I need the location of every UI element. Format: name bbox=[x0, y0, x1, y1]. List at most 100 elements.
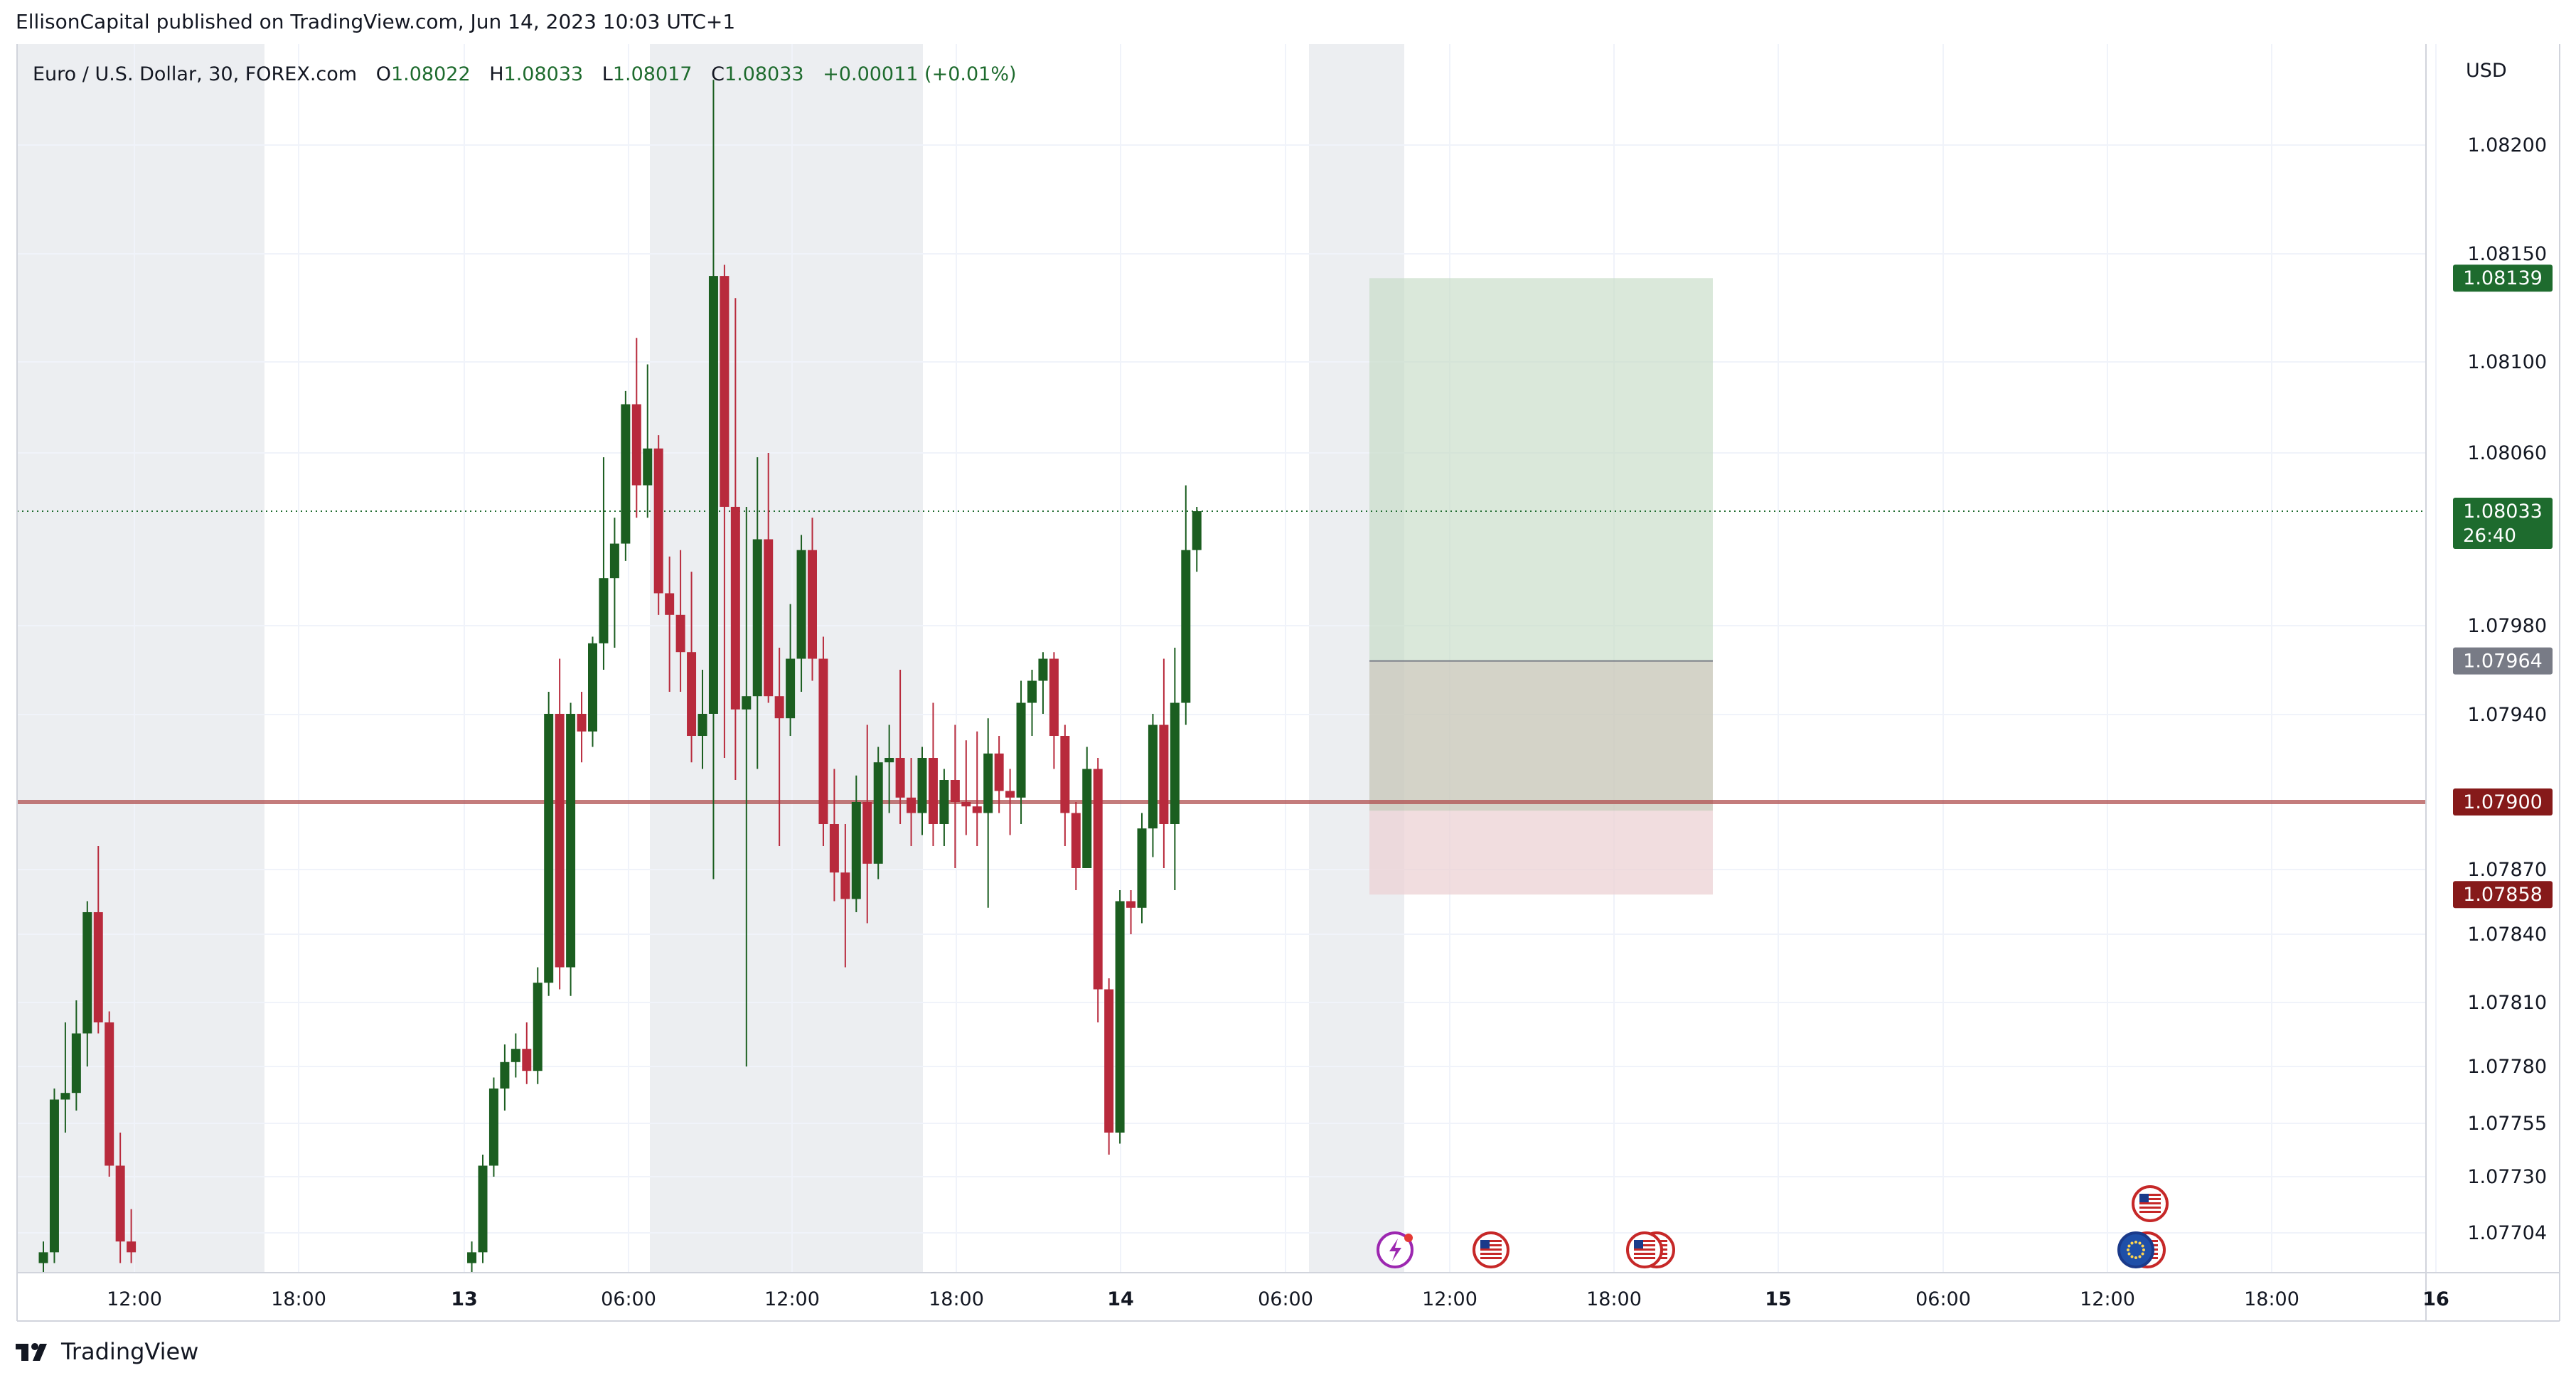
candle bbox=[1159, 658, 1169, 868]
legend-line: Euro / U.S. Dollar, 30, FOREX.com O1.080… bbox=[33, 63, 1017, 85]
candle-body bbox=[544, 714, 554, 983]
us-flag-event-icon-stripe bbox=[1480, 1257, 1502, 1259]
candle-body bbox=[643, 448, 653, 486]
price-tick-label: 1.08200 bbox=[2467, 134, 2547, 156]
candle-body bbox=[555, 714, 565, 968]
candle bbox=[742, 506, 752, 1066]
candle bbox=[653, 435, 663, 615]
candle-body bbox=[478, 1165, 488, 1253]
candle-body bbox=[796, 550, 806, 659]
candle bbox=[478, 1155, 488, 1263]
us-flag-event-icon-canton bbox=[1634, 1240, 1643, 1248]
candle-body bbox=[928, 758, 938, 824]
price-tick-label: 1.07780 bbox=[2467, 1056, 2547, 1078]
us-flag-event-icon[interactable] bbox=[2132, 1185, 2169, 1222]
candle bbox=[1170, 648, 1180, 890]
candle bbox=[511, 1033, 520, 1078]
candle bbox=[631, 338, 641, 518]
us-flag-event-icon-stripe bbox=[1634, 1257, 1655, 1259]
candle bbox=[488, 1077, 498, 1177]
us-flag-event-icon-stripe bbox=[1634, 1253, 1655, 1255]
candle bbox=[808, 518, 817, 681]
candle-body bbox=[665, 593, 675, 615]
candle bbox=[1192, 506, 1202, 572]
stop-price-label-bg bbox=[2453, 881, 2553, 909]
open-pnl-zone bbox=[1369, 661, 1713, 811]
candle bbox=[599, 457, 609, 670]
price-tick-label: 1.07730 bbox=[2467, 1166, 2547, 1188]
candle-body bbox=[873, 762, 883, 864]
candle bbox=[1049, 652, 1059, 769]
time-tick-label: 13 bbox=[451, 1288, 478, 1310]
eu-flag-event-icon-star bbox=[2127, 1248, 2129, 1251]
candle-body bbox=[1049, 658, 1059, 736]
level-price-label-text: 1.07900 bbox=[2463, 791, 2543, 813]
us-flag-event-icon-stripe bbox=[1480, 1240, 1502, 1242]
legend-close-label: C bbox=[711, 63, 725, 85]
us-flag-event-icon-stripe bbox=[1480, 1253, 1502, 1255]
candle bbox=[708, 80, 718, 879]
candle-body bbox=[105, 1022, 114, 1166]
candle-body bbox=[511, 1049, 520, 1062]
candle-body bbox=[1170, 702, 1180, 824]
stop-zone bbox=[1369, 661, 1713, 895]
candle bbox=[1038, 652, 1048, 714]
price-tick-label: 1.07940 bbox=[2467, 704, 2547, 726]
candle-body bbox=[1005, 791, 1015, 798]
candle bbox=[522, 1022, 532, 1084]
candle bbox=[786, 604, 796, 736]
candle bbox=[764, 453, 774, 703]
candle bbox=[621, 390, 631, 561]
candle-body bbox=[467, 1252, 477, 1263]
candle bbox=[115, 1133, 125, 1263]
candle bbox=[1016, 680, 1026, 824]
target-zone bbox=[1369, 278, 1713, 661]
candles-layer bbox=[38, 80, 1202, 1273]
brand-name: TradingView bbox=[61, 1338, 199, 1365]
candle bbox=[851, 775, 861, 912]
eu-flag-event-icon[interactable] bbox=[2117, 1231, 2154, 1268]
candle bbox=[1104, 978, 1114, 1155]
us-flag-event-icon-canton bbox=[2139, 1194, 2149, 1202]
candle-body bbox=[127, 1241, 137, 1253]
candle-body bbox=[71, 1033, 81, 1093]
candle bbox=[818, 636, 828, 846]
time-tick-label: 12:00 bbox=[107, 1288, 162, 1310]
candle-body bbox=[829, 824, 839, 873]
candle bbox=[1115, 890, 1125, 1144]
time-tick-label: 06:00 bbox=[601, 1288, 656, 1310]
candle-body bbox=[1181, 550, 1191, 703]
candle-body bbox=[82, 912, 92, 1034]
candle-body bbox=[93, 912, 103, 1022]
tradingview-branding[interactable]: TradingView bbox=[16, 1338, 198, 1365]
long-position-tool[interactable] bbox=[1369, 278, 1713, 895]
current-price-label-text: 1.08033 bbox=[2463, 501, 2543, 523]
us-flag-event-icon[interactable] bbox=[1626, 1231, 1663, 1268]
candle-body bbox=[1060, 736, 1070, 813]
us-flag-event-icon-stripe bbox=[1634, 1240, 1655, 1242]
candle bbox=[82, 901, 92, 1066]
time-tick-label: 18:00 bbox=[929, 1288, 984, 1310]
level-price-label: 1.07900 bbox=[2453, 788, 2553, 816]
eu-flag-event-icon-star bbox=[2130, 1255, 2134, 1258]
candle-body bbox=[577, 714, 587, 732]
eu-flag-event-icon-star bbox=[2134, 1256, 2137, 1259]
candle bbox=[60, 1022, 70, 1133]
candle-body bbox=[1159, 724, 1169, 824]
candle-body bbox=[1148, 724, 1158, 829]
candle bbox=[38, 1241, 48, 1273]
price-tick-label: 1.07755 bbox=[2467, 1113, 2547, 1135]
time-tick-label: 15 bbox=[1765, 1288, 1792, 1310]
time-tick-label: 18:00 bbox=[1586, 1288, 1642, 1310]
candle-body bbox=[786, 658, 796, 719]
us-flag-event-icon[interactable] bbox=[1473, 1231, 1509, 1268]
target-price-label-text: 1.08139 bbox=[2463, 267, 2543, 289]
candle-body bbox=[907, 797, 916, 813]
candle bbox=[127, 1209, 137, 1263]
eu-flag-event-icon-star bbox=[2134, 1241, 2137, 1244]
axes-layer: 1.08200 1.08150 1.08100 1.08060 1.07980 1.079… bbox=[16, 44, 2560, 1322]
flash-event-icon[interactable] bbox=[1377, 1231, 1413, 1268]
candle-body bbox=[994, 753, 1004, 791]
candle-body bbox=[1137, 828, 1147, 908]
